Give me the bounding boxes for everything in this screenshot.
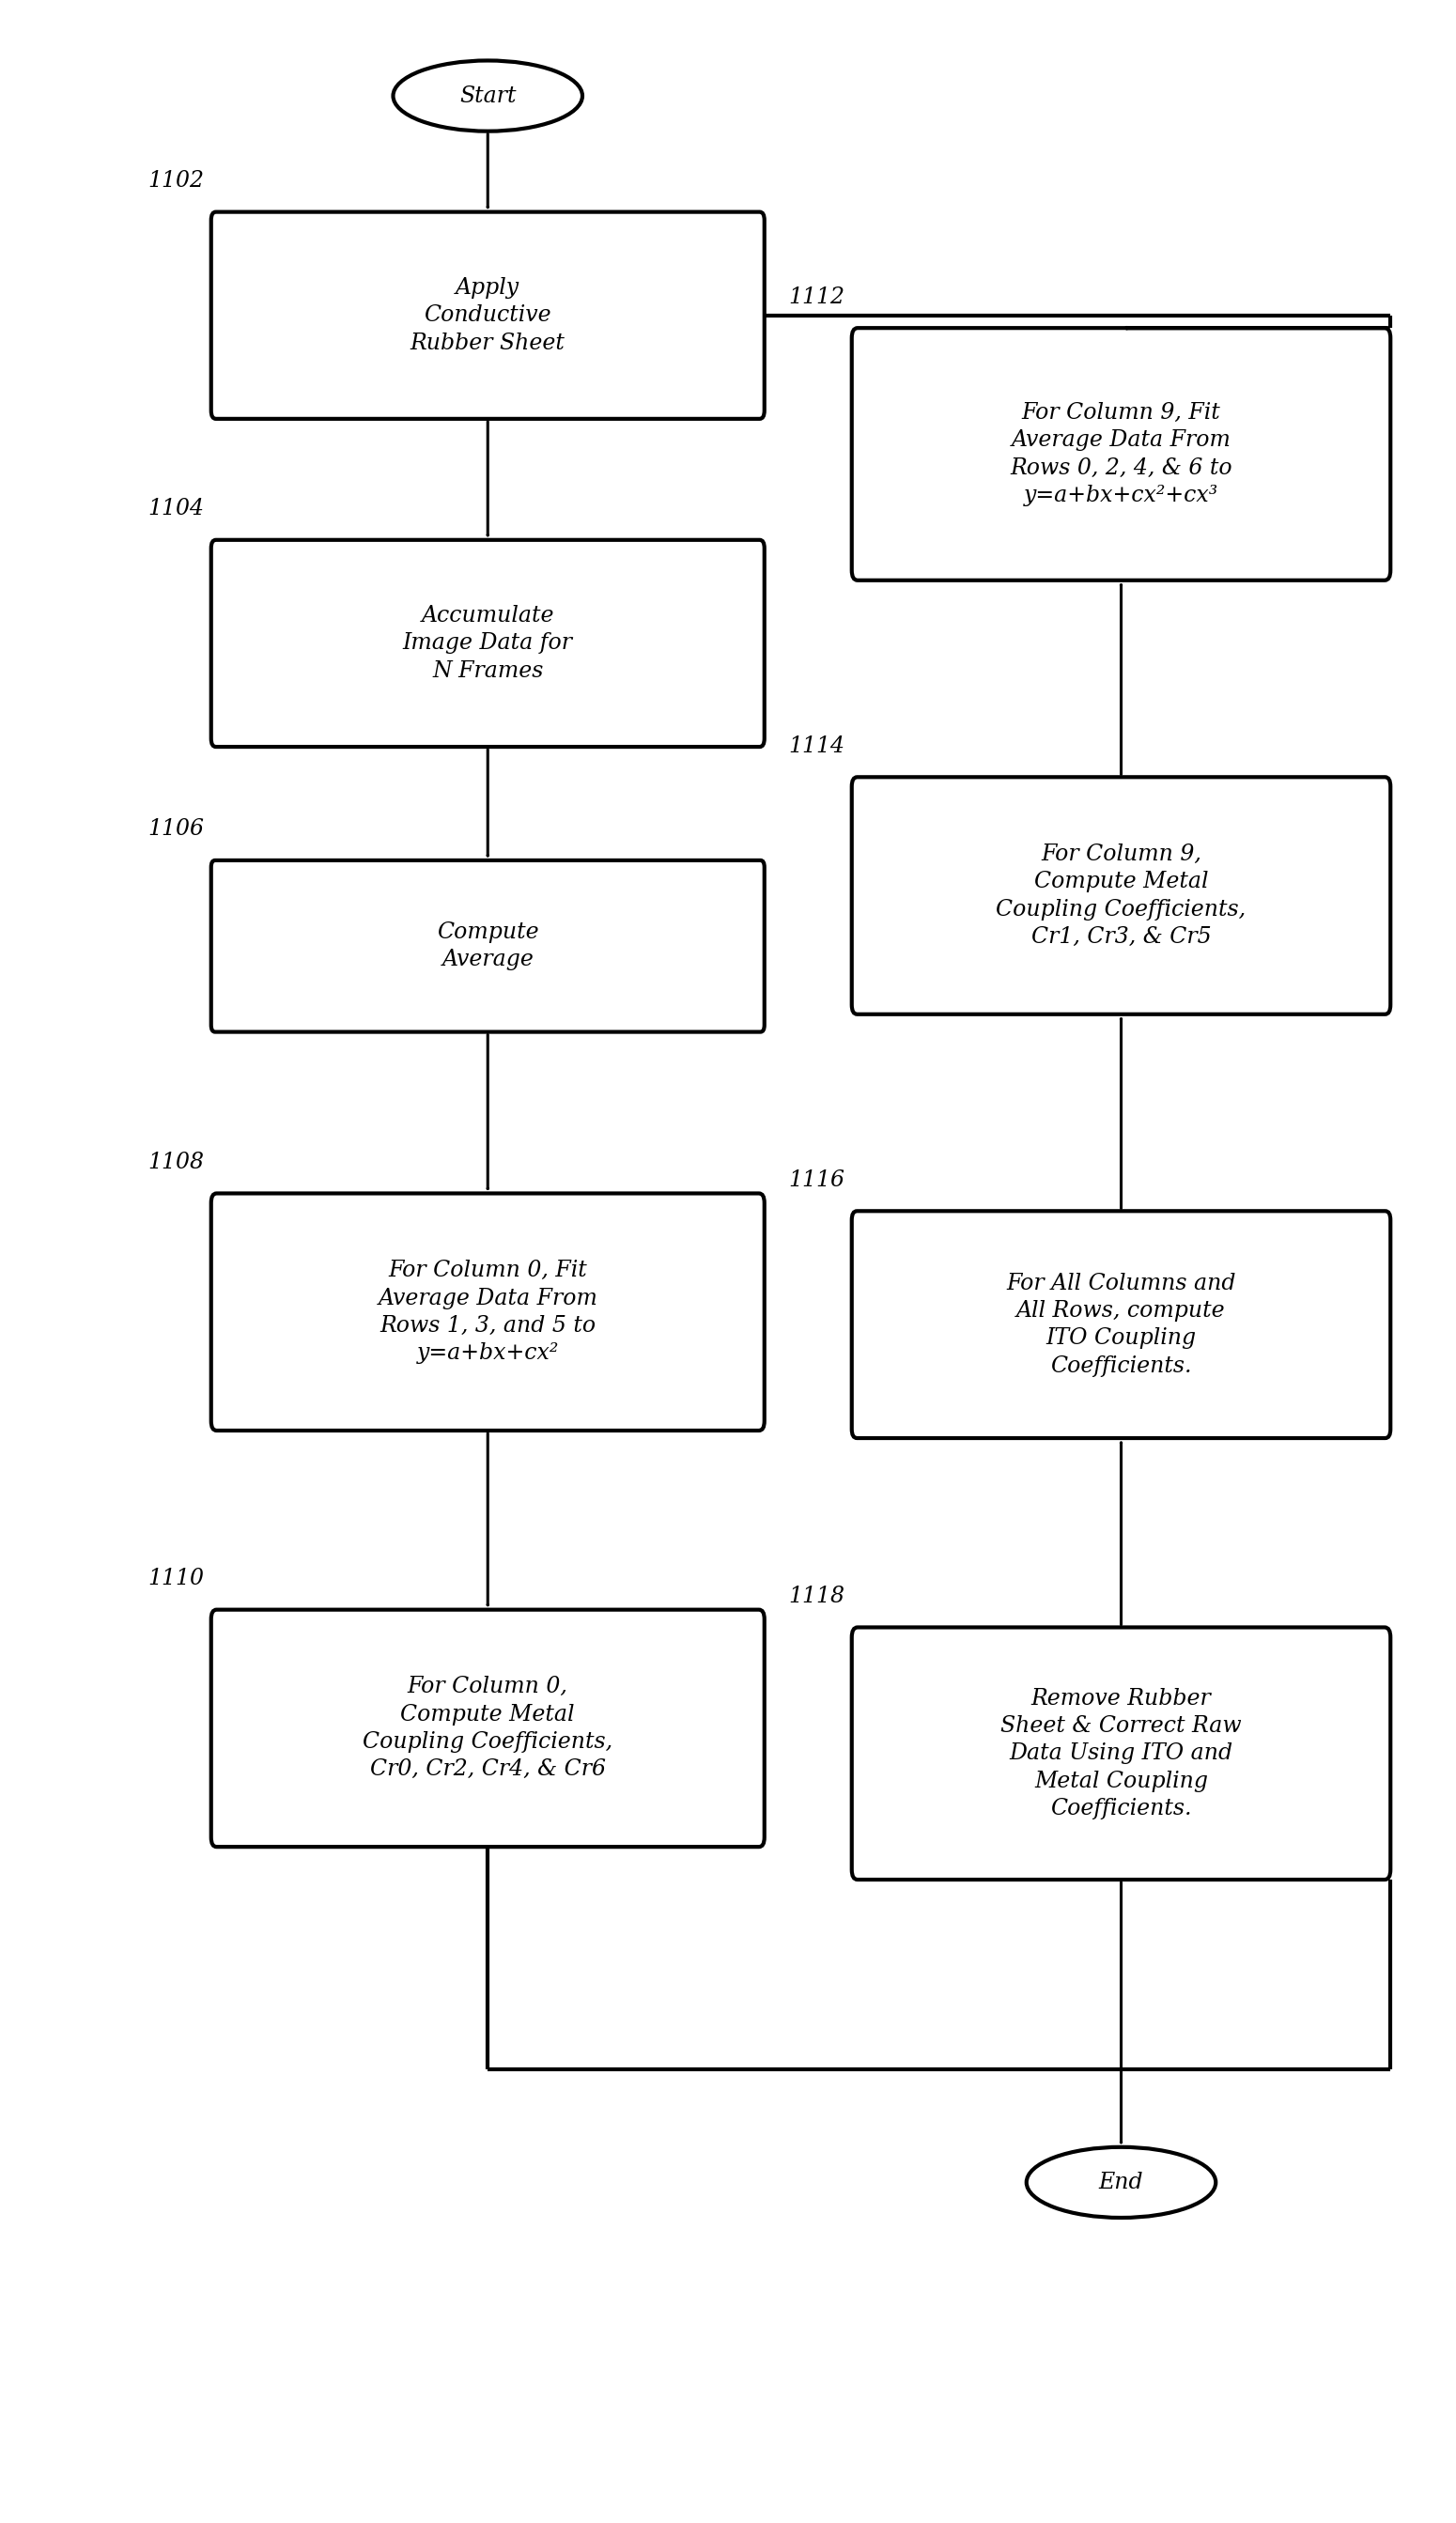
Text: Start: Start: [459, 86, 517, 106]
FancyBboxPatch shape: [852, 1627, 1390, 1880]
Ellipse shape: [393, 61, 582, 131]
FancyBboxPatch shape: [852, 777, 1390, 1014]
Text: For Column 0, Fit
Average Data From
Rows 1, 3, and 5 to
y=a+bx+cx²: For Column 0, Fit Average Data From Rows…: [379, 1259, 597, 1365]
FancyBboxPatch shape: [211, 1610, 764, 1847]
Text: 1102: 1102: [147, 169, 204, 192]
Ellipse shape: [1026, 2147, 1216, 2218]
FancyBboxPatch shape: [211, 1193, 764, 1431]
Text: For Column 9,
Compute Metal
Coupling Coefficients,
Cr1, Cr3, & Cr5: For Column 9, Compute Metal Coupling Coe…: [996, 843, 1246, 949]
Text: For All Columns and
All Rows, compute
ITO Coupling
Coefficients.: For All Columns and All Rows, compute IT…: [1006, 1272, 1236, 1378]
Text: 1106: 1106: [147, 817, 204, 840]
Text: End: End: [1099, 2172, 1143, 2192]
Text: Remove Rubber
Sheet & Correct Raw
Data Using ITO and
Metal Coupling
Coefficients: Remove Rubber Sheet & Correct Raw Data U…: [1000, 1688, 1242, 1819]
FancyBboxPatch shape: [211, 860, 764, 1032]
FancyBboxPatch shape: [852, 1211, 1390, 1438]
Text: 1116: 1116: [788, 1168, 844, 1191]
Text: For Column 0,
Compute Metal
Coupling Coefficients,
Cr0, Cr2, Cr4, & Cr6: For Column 0, Compute Metal Coupling Coe…: [363, 1675, 613, 1781]
Text: Accumulate
Image Data for
N Frames: Accumulate Image Data for N Frames: [403, 606, 572, 681]
FancyBboxPatch shape: [211, 212, 764, 419]
Text: Compute
Average: Compute Average: [437, 921, 539, 971]
Text: 1104: 1104: [147, 497, 204, 520]
Text: 1118: 1118: [788, 1584, 844, 1607]
Text: 1110: 1110: [147, 1567, 204, 1589]
Text: For Column 9, Fit
Average Data From
Rows 0, 2, 4, & 6 to
y=a+bx+cx²+cx³: For Column 9, Fit Average Data From Rows…: [1010, 401, 1232, 507]
Text: 1114: 1114: [788, 734, 844, 757]
Text: Apply
Conductive
Rubber Sheet: Apply Conductive Rubber Sheet: [411, 278, 565, 353]
Text: 1112: 1112: [788, 285, 844, 308]
FancyBboxPatch shape: [211, 540, 764, 747]
FancyBboxPatch shape: [852, 328, 1390, 580]
Text: 1108: 1108: [147, 1150, 204, 1173]
